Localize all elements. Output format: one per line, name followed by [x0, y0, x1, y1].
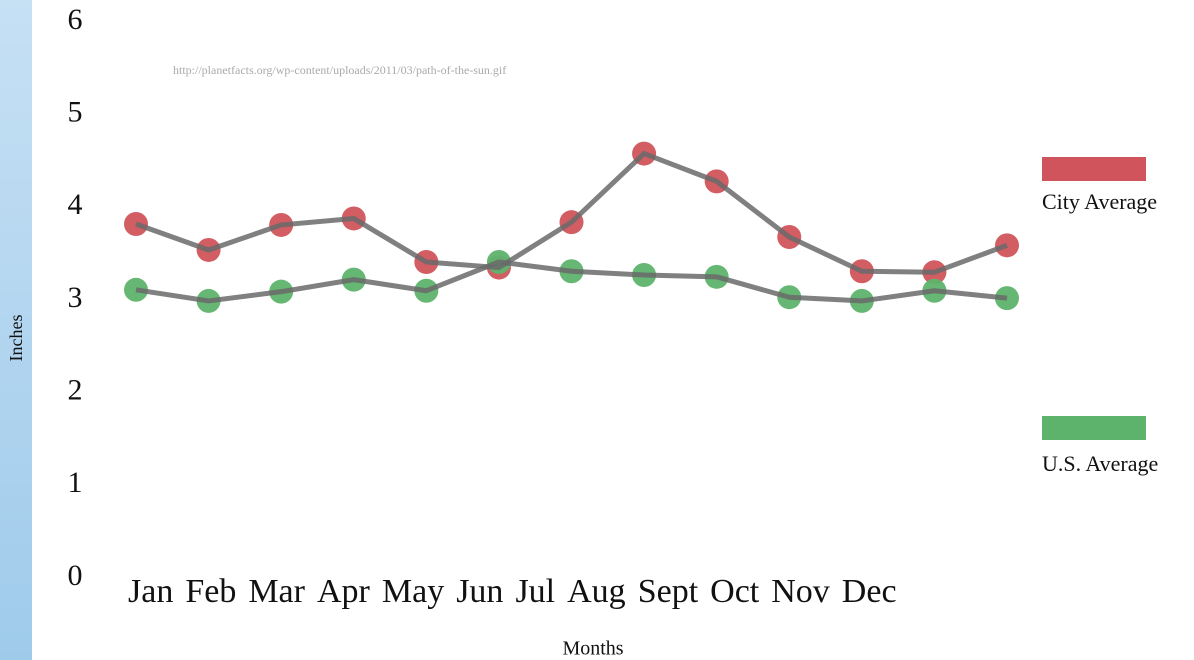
source: http://planetfacts.org/wp-content/upload…	[173, 63, 506, 77]
x-tick-label: Nov	[771, 573, 830, 610]
x-tick-label: Sept	[638, 573, 699, 610]
side-bar	[0, 0, 32, 660]
legend-swatch	[1042, 157, 1146, 181]
legend-label: City Average	[1042, 189, 1157, 214]
x-tick-label: Jul	[515, 573, 555, 610]
x-tick-labels: Jan Feb Mar Apr May Jun Jul Aug Sept Oct Nov Dec	[128, 573, 897, 610]
x-tick-label: Jun	[456, 573, 503, 610]
x-tick-label: Apr	[317, 573, 371, 610]
x-tick-label: Aug	[567, 573, 626, 610]
x-tick-label: May	[382, 573, 444, 610]
y-axis-label: Inches	[6, 315, 26, 362]
y-tick-label: 6	[68, 3, 83, 36]
legend-label: U.S. Average	[1042, 451, 1158, 476]
x-tick-label: Dec	[842, 573, 897, 610]
y-tick-label: 2	[68, 374, 83, 407]
y-tick-label: 4	[68, 188, 83, 221]
series-line	[135, 259, 1008, 304]
y-tick-label: 3	[68, 281, 83, 314]
x-axis-label: Months	[562, 638, 623, 660]
x-tick-label: Jan	[128, 573, 173, 610]
legend-swatch	[1042, 416, 1146, 440]
x-tick-label: Oct	[710, 573, 760, 610]
x-tick-label: Feb	[185, 573, 236, 610]
x-tick-label: Mar	[248, 573, 305, 610]
y-tick-label: 1	[68, 466, 83, 499]
y-tick-label: 5	[68, 96, 83, 129]
series-line	[135, 151, 1008, 275]
y-tick-label: 0	[68, 559, 83, 592]
